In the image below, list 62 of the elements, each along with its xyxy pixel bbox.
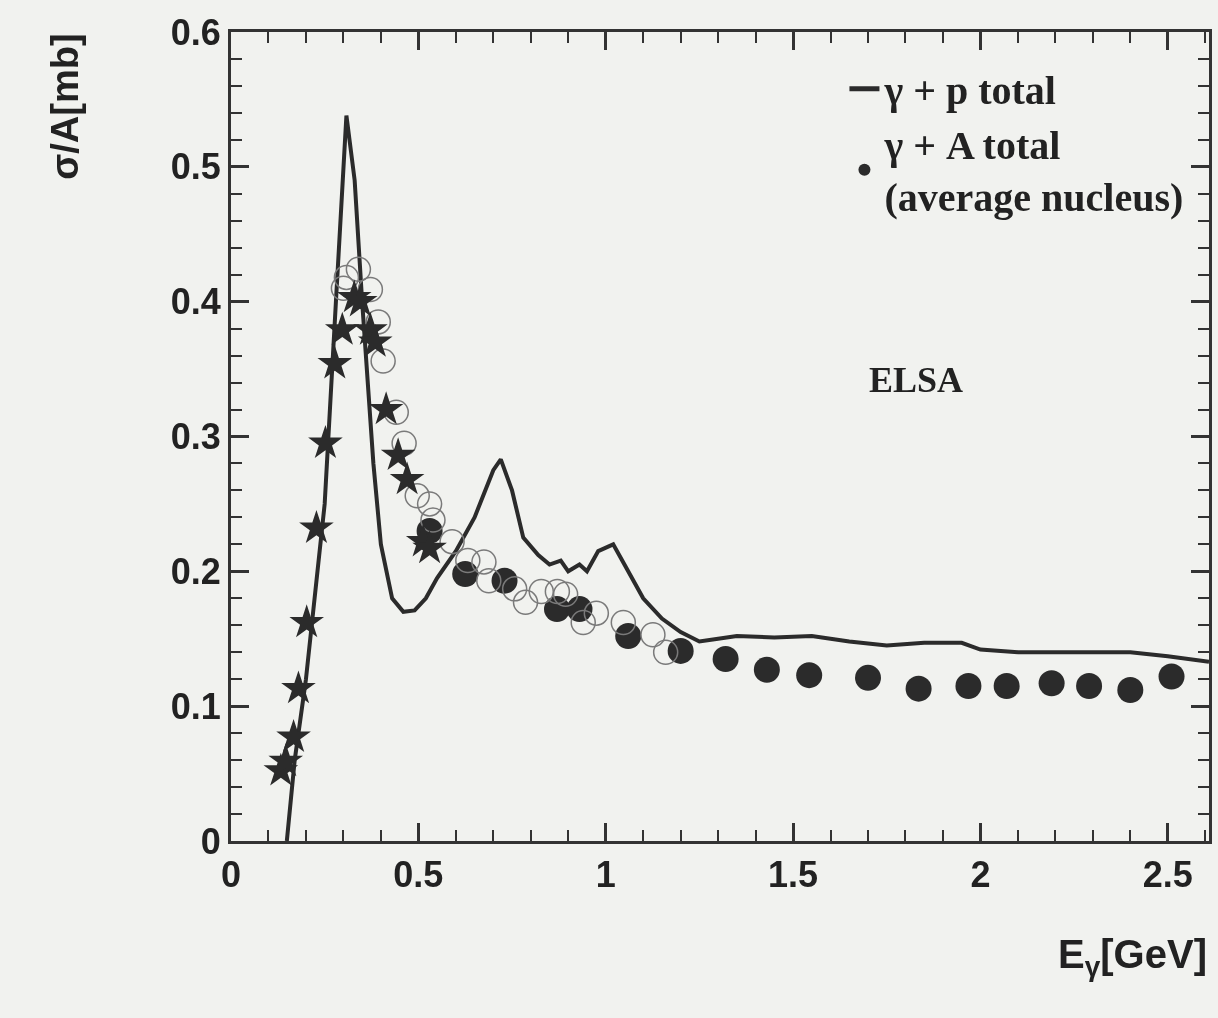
point (544, 578, 571, 605)
point (368, 391, 404, 425)
point (1158, 663, 1185, 690)
point (1076, 672, 1103, 699)
point (299, 509, 334, 543)
y-axis-title: σ/A[mb] (43, 33, 86, 180)
x-tick-label: 2 (970, 854, 991, 896)
point (317, 345, 353, 379)
point (796, 662, 823, 689)
point (281, 670, 316, 704)
point (615, 623, 642, 650)
point (955, 672, 982, 699)
point (289, 604, 324, 638)
point (512, 589, 539, 616)
point (389, 461, 425, 495)
point (501, 576, 528, 602)
point (1117, 676, 1144, 703)
legend-label: γ + p total (883, 68, 1056, 114)
point (583, 600, 610, 626)
x-tick-label: 2.5 (1142, 854, 1193, 896)
point (570, 609, 596, 636)
point (345, 256, 372, 283)
x-tick-label: 1 (595, 854, 616, 896)
legend-label: γ + A total (average nucleus) (883, 123, 1184, 221)
point (357, 323, 393, 357)
y-tick-label: 0.1 (170, 685, 221, 727)
point (276, 718, 311, 752)
point (905, 675, 932, 702)
x-axis-title: E$_{γ}$[GeV] (1058, 932, 1207, 983)
point (370, 348, 396, 374)
annotation: ELSA (869, 360, 964, 400)
point (1038, 670, 1065, 697)
point (993, 672, 1020, 699)
y-tick-label: 0.5 (170, 146, 221, 188)
point (667, 637, 694, 664)
point (416, 491, 443, 517)
point (404, 483, 430, 509)
point (712, 645, 739, 672)
point (552, 581, 579, 607)
point (652, 639, 679, 665)
point (333, 264, 360, 291)
point (476, 568, 502, 594)
point (455, 547, 481, 574)
y-tick-label: 0.3 (170, 416, 221, 458)
y-tick-label: 0.4 (170, 281, 221, 323)
x-tick-label: 1.5 (768, 854, 819, 896)
point (855, 664, 882, 691)
point (640, 621, 666, 648)
x-tick-label: 0.5 (393, 854, 444, 896)
point (753, 656, 780, 683)
point (308, 425, 343, 458)
point (342, 283, 378, 317)
point (528, 578, 555, 605)
y-tick-label: 0 (200, 820, 221, 862)
y-tick-label: 0.6 (170, 11, 221, 53)
point (439, 528, 465, 555)
point (380, 437, 416, 471)
point (471, 549, 497, 575)
point (420, 507, 446, 533)
point (610, 609, 637, 636)
y-tick-label: 0.2 (170, 550, 221, 592)
point (412, 530, 447, 564)
